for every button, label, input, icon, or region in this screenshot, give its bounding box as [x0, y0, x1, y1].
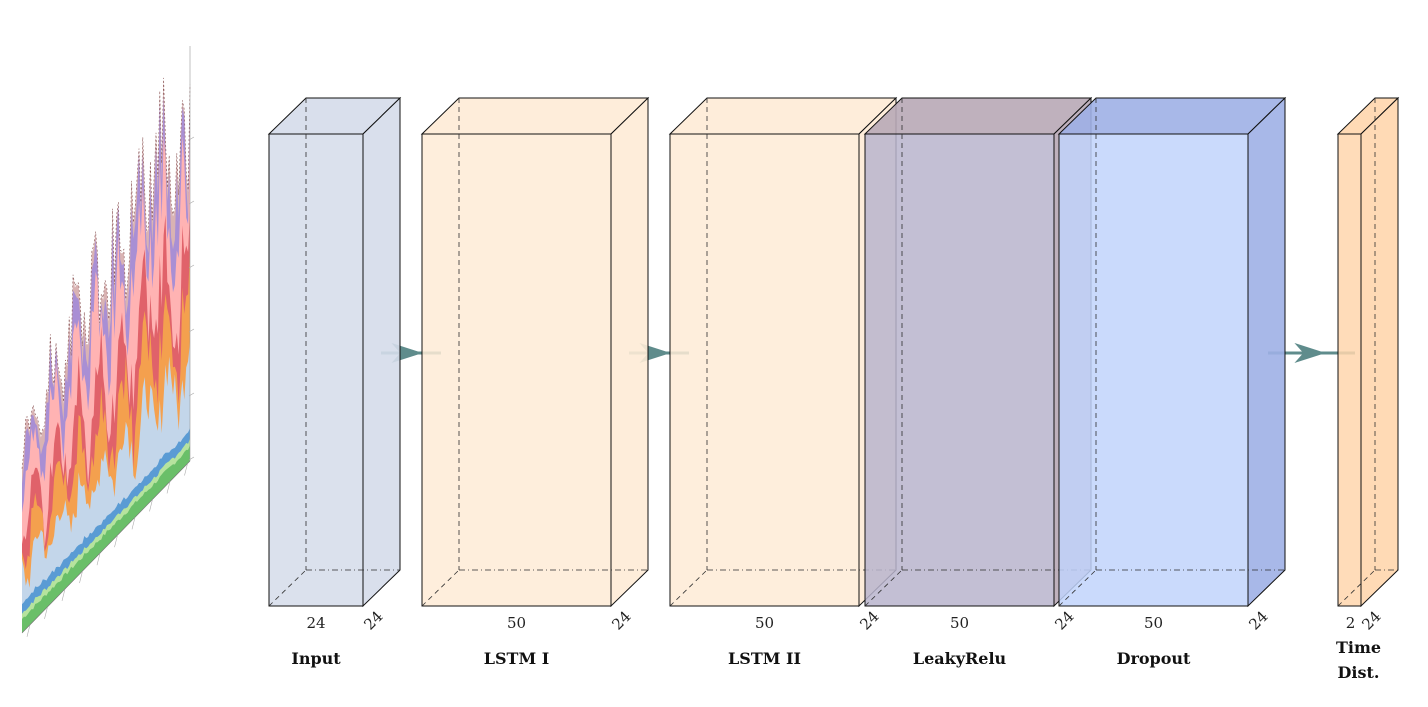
input-chart-x-tick — [166, 481, 171, 494]
timedist-caption-line1: Time — [1336, 638, 1381, 657]
arrow-head — [1294, 342, 1326, 364]
input-side-face — [362, 96, 401, 608]
dropout-top-face — [1057, 97, 1287, 135]
layer-dropout: 50 24 Dropout — [1057, 96, 1287, 668]
lstm2-front-face — [669, 133, 860, 607]
input-chart-x-tick — [79, 570, 83, 584]
lstm1-depth-label: 24 — [608, 607, 634, 633]
lstm2-top-face — [668, 97, 898, 135]
input-timeseries-chart — [21, 46, 195, 637]
dropout-width-label: 50 — [1144, 614, 1163, 632]
input-chart-x-tick — [184, 463, 188, 476]
leakyrelu-depth-label: 24 — [1051, 607, 1077, 633]
input-caption: Input — [291, 649, 341, 668]
input-chart-x-tick — [96, 553, 101, 566]
lstm1-caption: LSTM I — [484, 649, 549, 668]
input-chart-x-tick — [131, 517, 136, 530]
layer-leakyrelu: 50 24 LeakyRelu — [863, 96, 1093, 668]
input-chart-y-tick — [188, 328, 195, 333]
timedist-side-face — [1360, 96, 1399, 608]
leakyrelu-front-face — [864, 133, 1055, 607]
input-front-face — [268, 133, 364, 607]
input-chart-x-tick — [114, 535, 118, 548]
timedist-caption-line2: Dist. — [1338, 663, 1380, 682]
leakyrelu-top-face — [863, 97, 1093, 135]
leakyrelu-width-label: 50 — [950, 614, 969, 632]
lstm2-caption: LSTM II — [728, 649, 801, 668]
lstm1-width-label: 50 — [507, 614, 526, 632]
layer-input: 24 24 Input — [267, 96, 402, 668]
input-width-label: 24 — [306, 614, 325, 632]
layer-timedist: 2 24 Time Dist. — [1336, 96, 1400, 682]
input-chart-trend-line — [21, 77, 191, 469]
input-chart-y-tick — [188, 200, 195, 205]
lstm1-side-face — [610, 96, 649, 608]
input-chart-y-tick — [188, 392, 195, 397]
dropout-side-face — [1247, 96, 1286, 608]
lstm2-width-label: 50 — [755, 614, 774, 632]
input-chart-x-tick — [61, 588, 66, 602]
input-chart-y-tick — [188, 456, 195, 461]
input-chart-series-0 — [22, 445, 190, 633]
timedist-width-label: 2 — [1346, 614, 1356, 632]
input-chart-x-tick — [44, 606, 48, 619]
input-chart-y-tick — [188, 264, 195, 269]
layer-lstm1: 50 24 LSTM I — [420, 96, 650, 668]
dropout-caption: Dropout — [1117, 649, 1191, 668]
timedist-front-face — [1337, 133, 1362, 607]
input-chart-y-tick — [188, 136, 195, 141]
dropout-front-face — [1058, 133, 1249, 607]
dropout-depth-label: 24 — [1245, 607, 1271, 633]
input-chart-x-tick — [149, 499, 153, 512]
lstm1-front-face — [421, 133, 612, 607]
leakyrelu-caption: LeakyRelu — [913, 649, 1007, 668]
input-depth-label: 24 — [360, 607, 386, 633]
input-chart-x-tick — [26, 624, 31, 637]
lstm1-top-face — [420, 97, 650, 135]
layer-lstm2: 50 24 LSTM II — [668, 96, 898, 668]
input-chart-x-axis — [21, 460, 191, 634]
lstm2-depth-label: 24 — [856, 607, 882, 633]
timedist-depth-label: 24 — [1358, 607, 1384, 633]
